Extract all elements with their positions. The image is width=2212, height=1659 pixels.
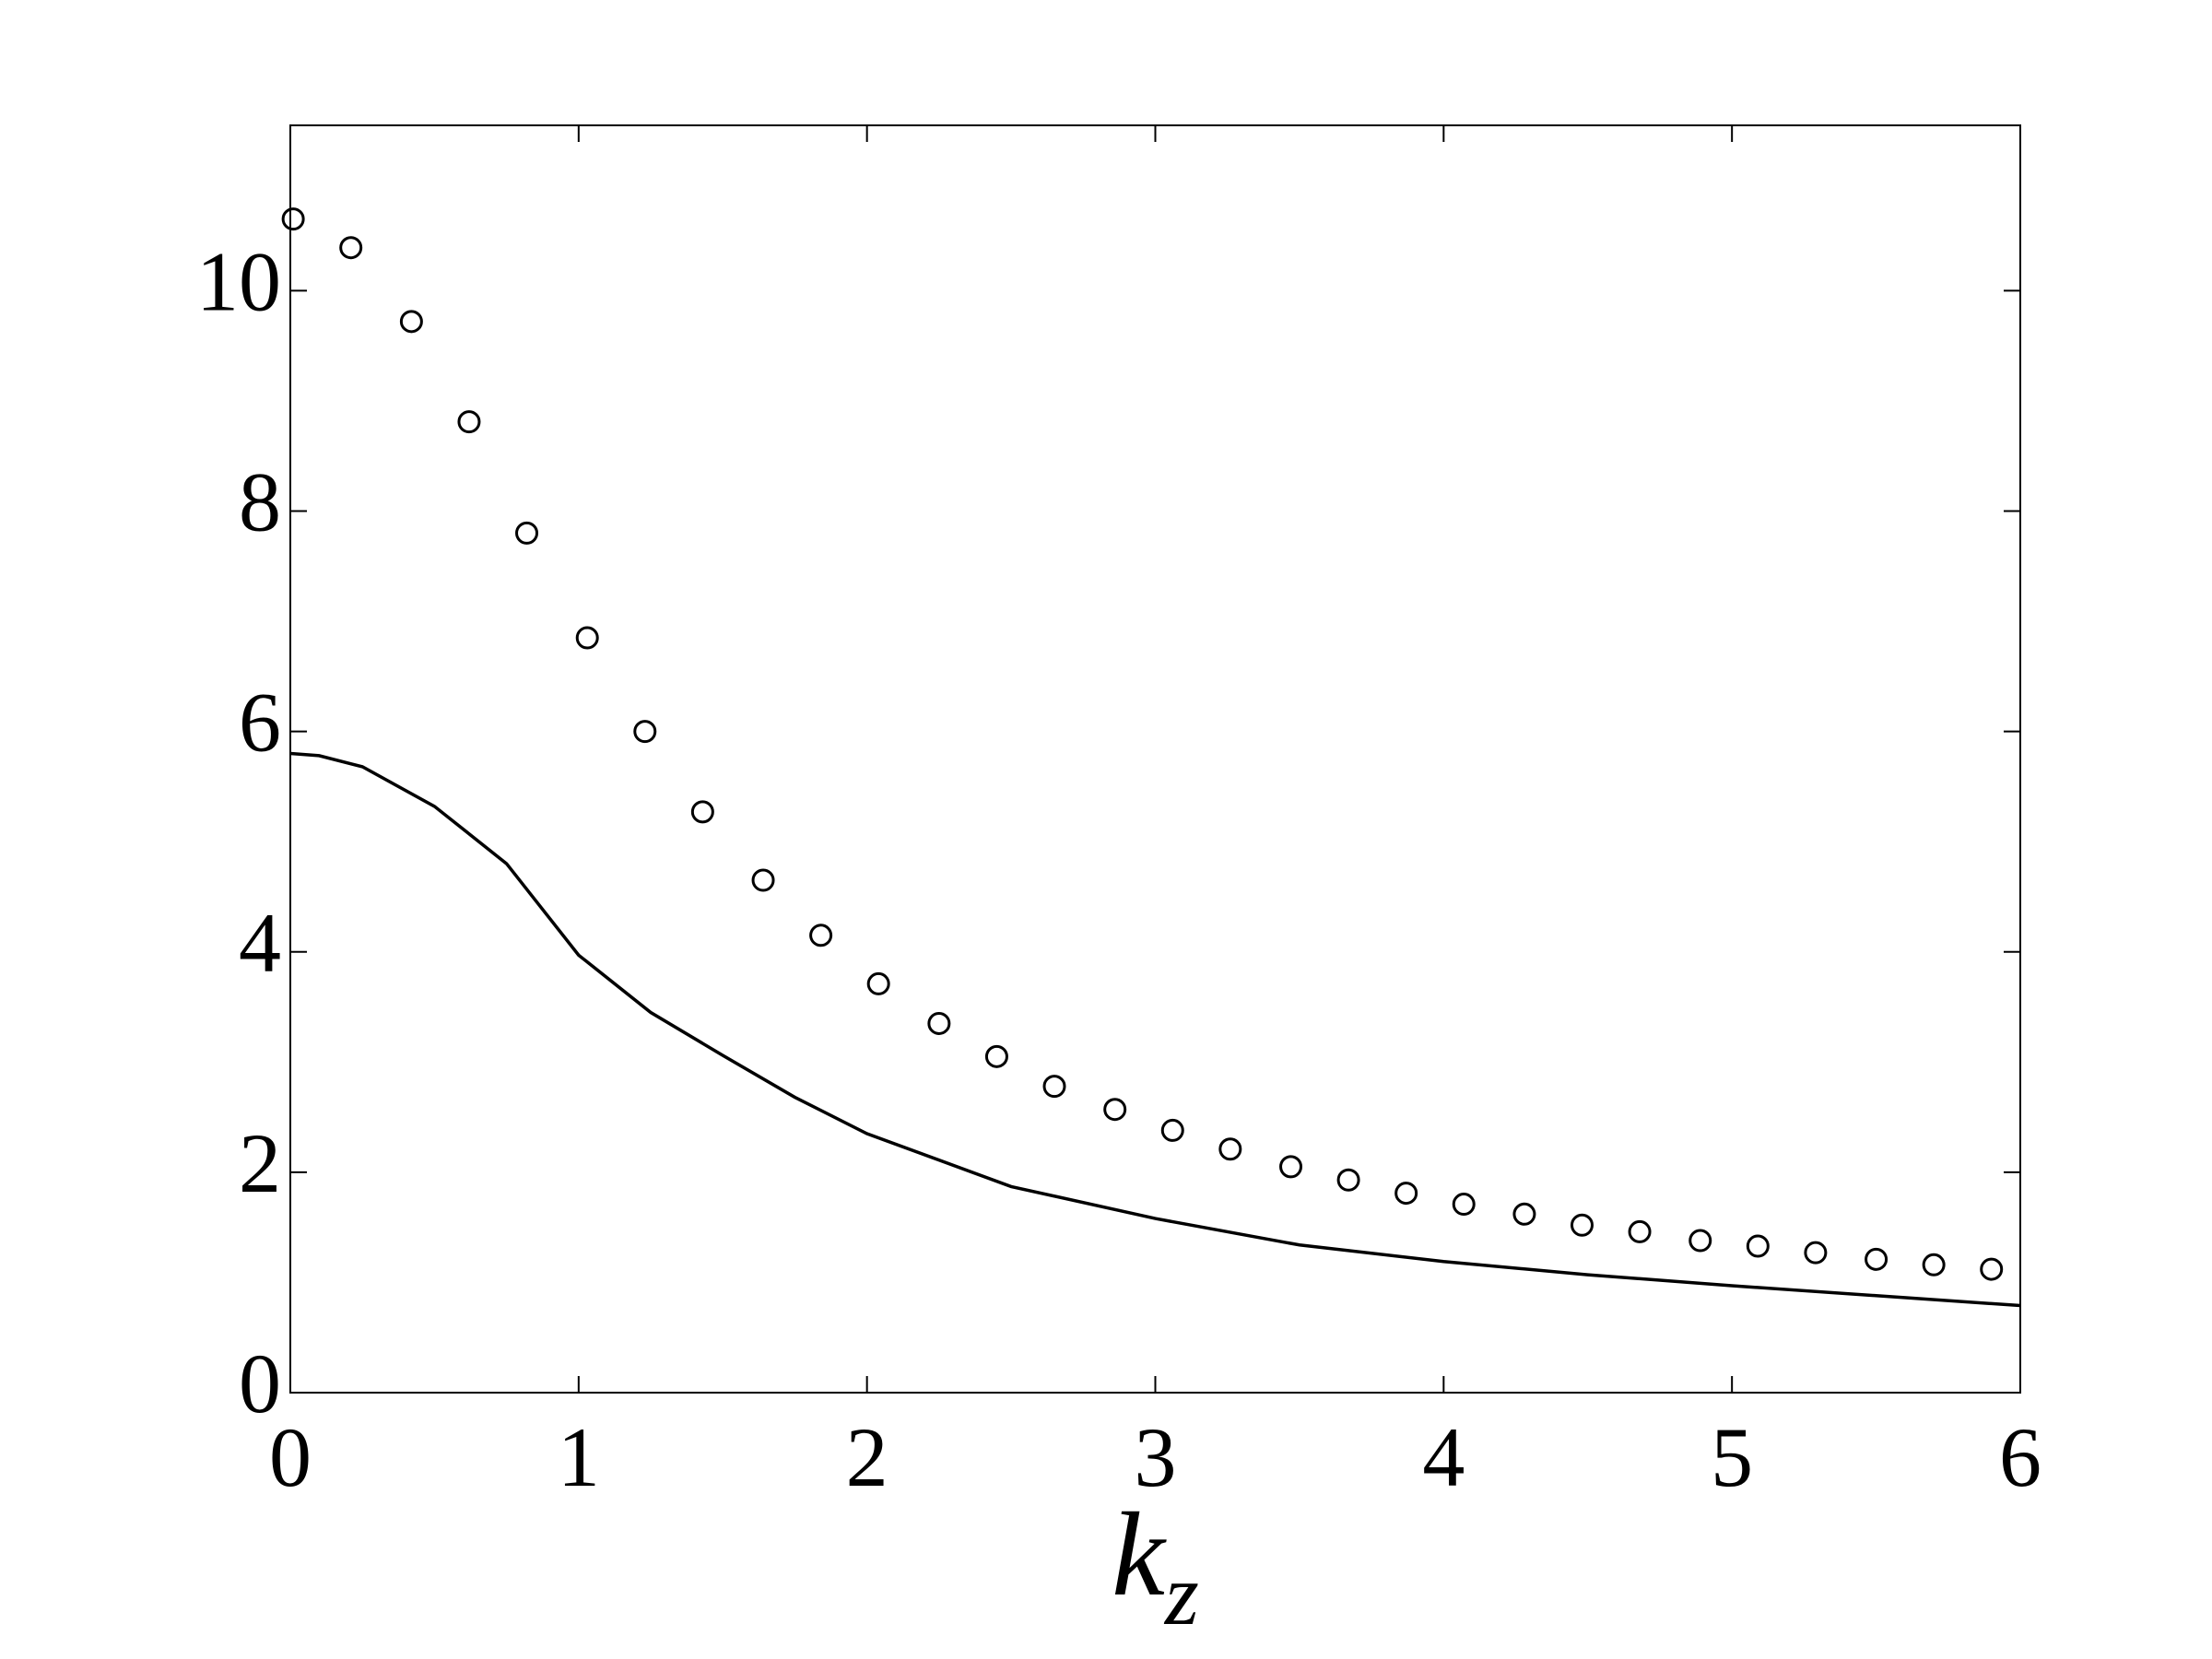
plot-frame <box>289 124 2021 1394</box>
marker <box>984 1044 1008 1068</box>
marker <box>1804 1241 1828 1265</box>
x-tick-label: 5 <box>1711 1410 1753 1504</box>
marker <box>1452 1193 1476 1217</box>
x-tick-label: 3 <box>1135 1410 1177 1504</box>
y-tick-label: 10 <box>196 234 281 328</box>
x-tick-label: 2 <box>846 1410 888 1504</box>
marker <box>1336 1168 1360 1192</box>
marker <box>515 521 539 545</box>
y-tick-label: 8 <box>239 455 281 549</box>
marker <box>457 410 481 434</box>
marker <box>1103 1098 1127 1122</box>
x-tick-label: 6 <box>1999 1410 2041 1504</box>
marker <box>1628 1219 1652 1243</box>
marker <box>751 868 775 892</box>
marker <box>1512 1202 1536 1226</box>
y-tick-label: 4 <box>239 896 281 990</box>
marker <box>399 310 423 334</box>
x-tick-label: 4 <box>1422 1410 1465 1504</box>
marker <box>1922 1253 1946 1277</box>
y-tick-label: 0 <box>239 1336 281 1430</box>
marker <box>575 626 599 650</box>
x-axis-label: kz <box>1112 1488 1199 1643</box>
marker <box>1746 1234 1770 1258</box>
marker <box>633 720 657 744</box>
marker <box>339 236 363 260</box>
marker <box>1865 1247 1888 1271</box>
y-tick-label: 2 <box>239 1116 281 1210</box>
marker <box>1160 1118 1184 1142</box>
marker <box>1394 1182 1418 1206</box>
marker <box>1279 1155 1303 1179</box>
marker <box>1218 1137 1242 1161</box>
y-tick-label: 6 <box>239 676 281 770</box>
marker <box>809 924 833 947</box>
marker <box>1688 1229 1712 1253</box>
marker <box>281 207 305 231</box>
line <box>289 751 2021 1308</box>
marker <box>927 1011 951 1035</box>
marker <box>1570 1213 1594 1237</box>
marker <box>1980 1257 2004 1281</box>
marker <box>690 800 714 824</box>
x-tick-label: 1 <box>558 1410 600 1504</box>
x-tick-label: 0 <box>269 1410 312 1504</box>
marker <box>866 971 890 995</box>
marker <box>1042 1075 1066 1099</box>
